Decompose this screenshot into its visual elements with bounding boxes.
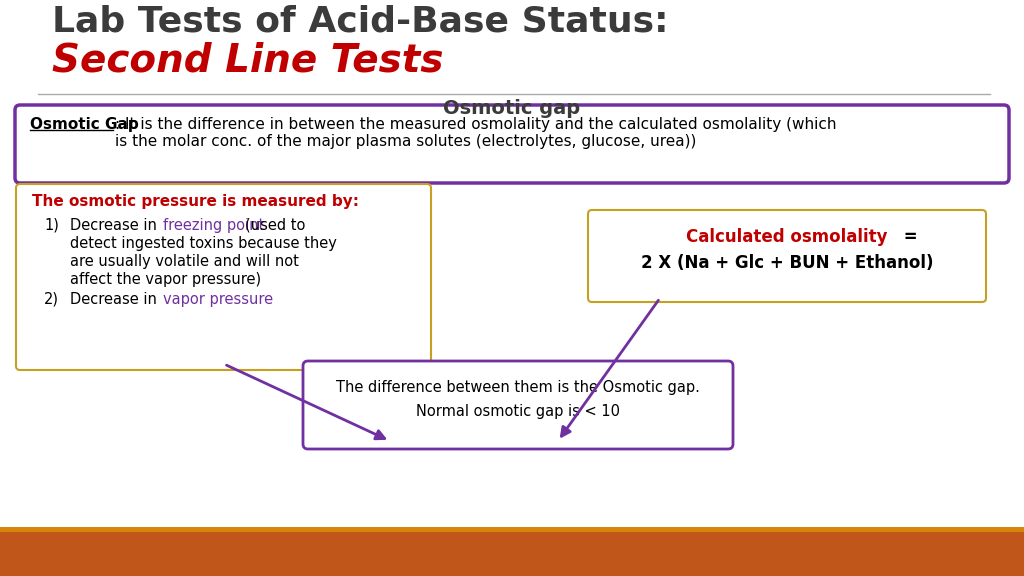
Text: affect the vapor pressure): affect the vapor pressure)	[70, 272, 261, 287]
FancyBboxPatch shape	[15, 105, 1009, 183]
Text: vapor pressure: vapor pressure	[163, 292, 273, 307]
Text: Osmotic gap: Osmotic gap	[443, 99, 581, 118]
Text: Second Line Tests: Second Line Tests	[52, 41, 443, 79]
FancyBboxPatch shape	[0, 527, 1024, 532]
FancyBboxPatch shape	[588, 210, 986, 302]
Text: The osmotic pressure is measured by:: The osmotic pressure is measured by:	[32, 194, 359, 209]
Text: : It is the difference in between the measured osmolality and the calculated osm: : It is the difference in between the me…	[115, 117, 837, 149]
Text: Decrease in: Decrease in	[70, 218, 162, 233]
FancyBboxPatch shape	[0, 530, 1024, 576]
FancyBboxPatch shape	[303, 361, 733, 449]
Text: Decrease in: Decrease in	[70, 292, 162, 307]
Text: Calculated osmolality: Calculated osmolality	[686, 228, 888, 246]
Text: freezing point: freezing point	[163, 218, 264, 233]
Text: 1): 1)	[44, 218, 58, 233]
Text: The difference between them is the Osmotic gap.: The difference between them is the Osmot…	[336, 380, 700, 395]
Text: 2 X (Na + Glc + BUN + Ethanol): 2 X (Na + Glc + BUN + Ethanol)	[641, 254, 933, 272]
Text: are usually volatile and will not: are usually volatile and will not	[70, 254, 299, 269]
Text: Normal osmotic gap is < 10: Normal osmotic gap is < 10	[416, 404, 620, 419]
Text: detect ingested toxins because they: detect ingested toxins because they	[70, 236, 337, 251]
FancyBboxPatch shape	[16, 184, 431, 370]
Text: Lab Tests of Acid-Base Status:: Lab Tests of Acid-Base Status:	[52, 4, 669, 38]
Text: Osmotic Gap: Osmotic Gap	[30, 117, 138, 132]
Text: (used to: (used to	[245, 218, 305, 233]
Text: =: =	[898, 228, 918, 246]
Text: 2): 2)	[44, 292, 59, 307]
